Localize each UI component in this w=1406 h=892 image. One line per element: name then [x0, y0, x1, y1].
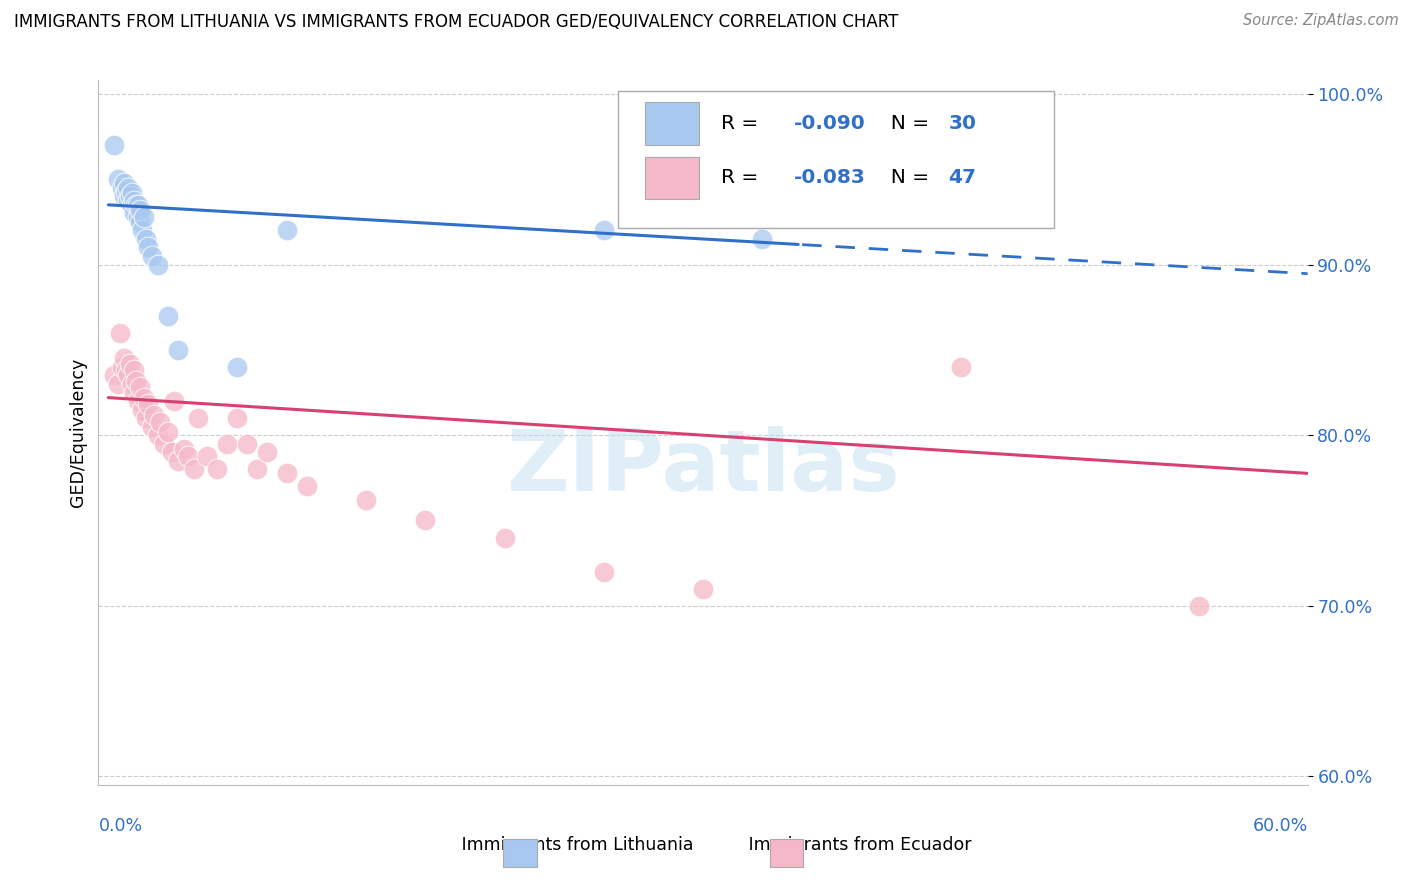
Point: [117, 193, 139, 207]
Text: 47: 47: [949, 169, 976, 187]
Point: [166, 454, 188, 468]
FancyBboxPatch shape: [769, 839, 803, 867]
Point: [226, 411, 249, 425]
Point: [111, 359, 134, 374]
FancyBboxPatch shape: [619, 91, 1053, 228]
Point: [117, 368, 139, 383]
Point: [112, 176, 135, 190]
Point: [593, 223, 616, 237]
Text: 60.0%: 60.0%: [1253, 817, 1308, 835]
Text: N =: N =: [879, 114, 936, 133]
Point: [153, 436, 176, 450]
Text: N =: N =: [879, 169, 936, 187]
Point: [112, 351, 135, 366]
Point: [125, 198, 148, 212]
Text: Source: ZipAtlas.com: Source: ZipAtlas.com: [1243, 13, 1399, 29]
Point: [127, 198, 149, 212]
Point: [692, 582, 714, 596]
Point: [132, 391, 155, 405]
Text: 0.0%: 0.0%: [98, 817, 142, 835]
Text: R =: R =: [721, 114, 765, 133]
Text: IMMIGRANTS FROM LITHUANIA VS IMMIGRANTS FROM ECUADOR GED/EQUIVALENCY CORRELATION: IMMIGRANTS FROM LITHUANIA VS IMMIGRANTS …: [14, 13, 898, 31]
Point: [246, 462, 269, 476]
Point: [494, 531, 516, 545]
Text: -0.090: -0.090: [793, 114, 866, 133]
Point: [122, 385, 145, 400]
Point: [129, 380, 152, 394]
Point: [121, 186, 143, 200]
Point: [129, 202, 152, 217]
Point: [142, 408, 165, 422]
Point: [117, 181, 139, 195]
Point: [135, 232, 157, 246]
Point: [149, 415, 172, 429]
FancyBboxPatch shape: [645, 103, 699, 145]
Point: [103, 368, 125, 383]
Point: [415, 514, 437, 528]
Point: [125, 374, 148, 388]
Point: [949, 359, 972, 374]
Point: [163, 394, 186, 409]
Point: [127, 210, 149, 224]
Point: [751, 232, 773, 246]
Point: [120, 357, 142, 371]
Point: [256, 445, 278, 459]
Point: [120, 189, 142, 203]
Text: 30: 30: [949, 114, 976, 133]
Point: [122, 206, 145, 220]
Point: [127, 394, 149, 409]
Point: [141, 249, 163, 263]
FancyBboxPatch shape: [645, 157, 699, 199]
Point: [129, 215, 152, 229]
Point: [111, 181, 134, 195]
Point: [176, 449, 198, 463]
Point: [141, 419, 163, 434]
Point: [186, 411, 208, 425]
Point: [276, 466, 298, 480]
Point: [226, 359, 249, 374]
Point: [112, 189, 135, 203]
Point: [110, 326, 132, 340]
Point: [115, 184, 138, 198]
Point: [121, 198, 143, 212]
Point: [295, 479, 318, 493]
Text: ZIPatlas: ZIPatlas: [506, 426, 900, 509]
Point: [183, 462, 205, 476]
Point: [115, 363, 138, 377]
Point: [156, 425, 179, 439]
Point: [354, 493, 377, 508]
Point: [276, 223, 298, 237]
Point: [107, 172, 129, 186]
Point: [1187, 599, 1209, 613]
Point: [121, 376, 143, 391]
Point: [122, 194, 145, 209]
Point: [107, 376, 129, 391]
Point: [131, 402, 153, 417]
Point: [136, 240, 159, 254]
Point: [217, 436, 239, 450]
Point: [122, 363, 145, 377]
Y-axis label: GED/Equivalency: GED/Equivalency: [69, 358, 87, 508]
FancyBboxPatch shape: [503, 839, 537, 867]
Point: [207, 462, 229, 476]
Point: [136, 397, 159, 411]
Point: [135, 411, 157, 425]
Point: [160, 445, 183, 459]
Point: [146, 258, 169, 272]
Point: [236, 436, 259, 450]
Point: [197, 449, 219, 463]
Text: Immigrants from Lithuania          Immigrants from Ecuador: Immigrants from Lithuania Immigrants fro…: [434, 836, 972, 854]
Point: [156, 309, 179, 323]
Point: [132, 210, 155, 224]
Point: [173, 442, 195, 456]
Text: R =: R =: [721, 169, 765, 187]
Text: -0.083: -0.083: [793, 169, 866, 187]
Point: [103, 138, 125, 153]
Point: [593, 565, 616, 579]
Point: [166, 343, 188, 357]
Point: [146, 428, 169, 442]
Point: [131, 223, 153, 237]
